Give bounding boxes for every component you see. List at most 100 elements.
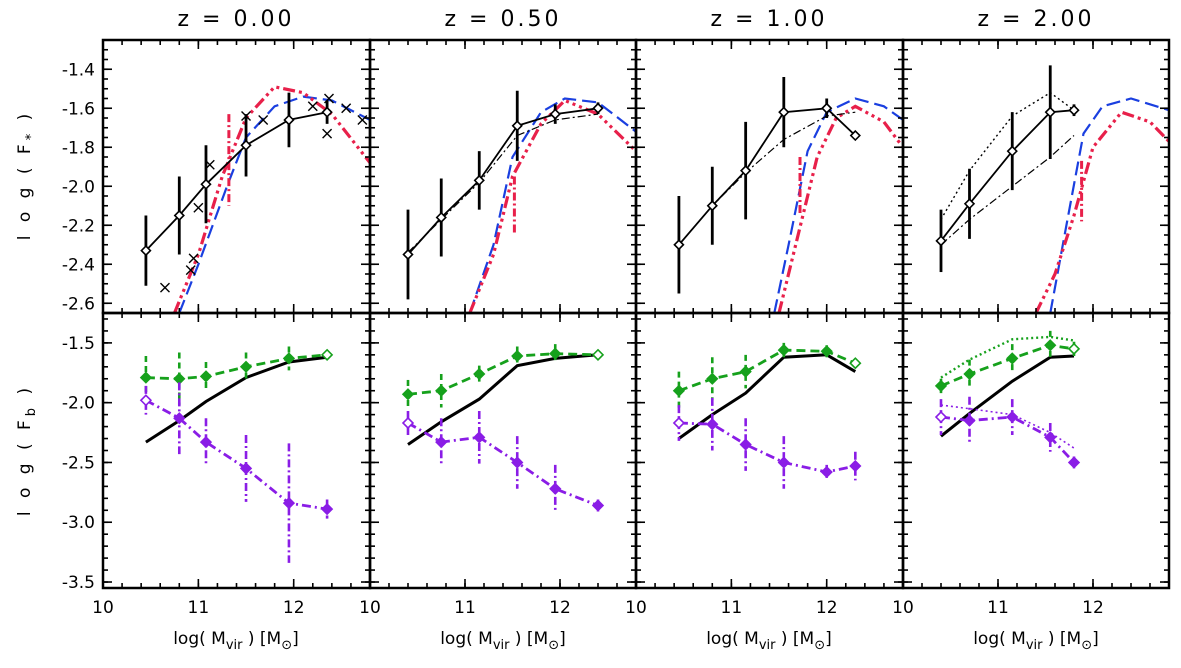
panel-data <box>402 90 636 313</box>
x-tick-label: 11 <box>721 598 743 618</box>
data-point-diamond <box>1006 145 1018 157</box>
green-diamond <box>739 365 752 378</box>
data-point-diamond <box>511 120 523 132</box>
data-point-diamond <box>402 248 414 261</box>
x-axis-label-col4: log( Mvir ) [M⊙] <box>973 629 1099 653</box>
column-title-z050: z = 0.50 <box>445 7 562 32</box>
data-point-diamond <box>592 102 604 114</box>
panel-top-4 <box>901 38 1171 315</box>
data-point-diamond <box>435 211 447 224</box>
observation-cross <box>188 253 199 264</box>
panel-data <box>401 344 605 513</box>
x-label-sub: vir <box>226 638 243 653</box>
black-solid-line <box>407 353 599 446</box>
observation-cross <box>258 114 269 125</box>
purple-diamond <box>849 459 862 473</box>
green-diamond <box>820 345 833 358</box>
x-tick-label: 12 <box>816 598 838 618</box>
x-axis-labels: log( Mvir ) [M⊙] log( Mvir ) [M⊙] log( M… <box>173 629 1099 653</box>
panel-data <box>140 85 370 313</box>
panel-frame <box>901 38 1171 315</box>
observation-cross <box>159 282 170 293</box>
panels: -2.6 -2.4 -2.2 -2.0 -1.8 -1.6 -1.4 -3.5 -3.0 -2.5… <box>62 38 1171 618</box>
green-diamond <box>963 367 976 381</box>
data-point-diamond <box>549 108 561 120</box>
panel-data <box>673 77 903 313</box>
black-dash-dot-line <box>407 113 599 253</box>
data-point-diamond <box>173 209 185 222</box>
panel-data <box>672 342 862 489</box>
green-dashed-line <box>940 343 1075 388</box>
data-point-diamond <box>240 139 252 151</box>
x-label-end: ] <box>292 629 299 649</box>
purple-diamond <box>820 465 833 479</box>
model-blue-dashed-line <box>468 97 636 313</box>
x-tick-label: 12 <box>283 598 305 618</box>
data-point-diamond <box>140 244 152 257</box>
sun-symbol-icon: ⊙ <box>1081 638 1092 653</box>
observation-cross <box>322 128 333 139</box>
purple-diamond <box>282 496 296 510</box>
sun-symbol-icon: ⊙ <box>814 638 825 653</box>
green-diamond <box>849 357 862 370</box>
column-title-z100: z = 1.00 <box>711 7 828 32</box>
purple-diamond <box>139 394 153 407</box>
green-dashed-line <box>145 353 328 381</box>
purple-diamond <box>173 412 186 425</box>
y-tick-label: -2.5 <box>62 453 95 473</box>
x-label-end: ] <box>1092 629 1099 649</box>
green-diamond <box>282 352 296 365</box>
purple-dash-dot-line <box>940 415 1076 464</box>
observation-cross-stroke-b <box>258 114 269 125</box>
observation-cross-stroke-b <box>204 159 215 170</box>
x-label-sub: vir <box>493 638 510 653</box>
panel-frame <box>634 311 905 590</box>
x-tick-label: 10 <box>625 598 647 618</box>
x-label-main: log( M <box>706 629 759 649</box>
y-tick-label: -2.4 <box>62 255 95 275</box>
green-diamond <box>401 388 415 401</box>
green-diamond <box>320 348 334 361</box>
purple-diamond <box>1067 456 1081 469</box>
data-point-diamond <box>321 106 333 118</box>
panel-bottom-1: -3.5 -3.0 -2.5 -2.0 -1.5 10 11 12 <box>62 311 372 618</box>
x-tick-label: 11 <box>454 598 476 618</box>
observation-cross-stroke-b <box>188 253 199 264</box>
model-red-dash-dot-line <box>468 98 636 313</box>
y-tick-label: -3.0 <box>62 513 95 533</box>
data-point-diamond <box>740 165 752 177</box>
data-point-diamond <box>778 106 790 118</box>
panel-frame <box>101 38 372 315</box>
purple-diamond <box>1006 410 1019 424</box>
observation-cross-stroke-b <box>185 265 196 276</box>
x-axis-label-col2: log( Mvir ) [M⊙] <box>440 629 566 653</box>
observation-cross <box>341 103 352 114</box>
x-label-sub: vir <box>1026 638 1043 653</box>
data-point-diamond <box>200 178 212 190</box>
data-point-diamond <box>963 198 976 210</box>
observation-cross <box>307 101 318 112</box>
observation-cross <box>241 111 252 122</box>
green-dashed-line <box>407 352 599 396</box>
x-axis-label-col1: log( Mvir ) [M⊙] <box>173 629 299 653</box>
y-tick-label: -3.5 <box>62 573 95 593</box>
y-axis-label-top-main: l o g ( F <box>15 140 35 240</box>
observation-cross <box>204 159 215 170</box>
panel-frame <box>634 38 905 315</box>
x-label-main: log( M <box>173 629 226 649</box>
green-dashed-line <box>678 348 856 393</box>
panel-top-1: -2.6 -2.4 -2.2 -2.0 -1.8 -1.6 -1.4 <box>62 38 372 315</box>
x-tick-label: 10 <box>359 598 381 618</box>
data-point-diamond <box>473 174 485 187</box>
green-diamond <box>1044 339 1057 352</box>
observation-cross-stroke-b <box>241 111 252 122</box>
purple-dash-dot-line <box>678 421 856 474</box>
purple-diamond <box>320 502 334 516</box>
purple-dash-dot-line <box>407 421 599 507</box>
data-point-diamond <box>849 129 861 142</box>
model-red-dash-dot-line <box>777 104 903 313</box>
green-diamond <box>591 348 605 361</box>
x-tick-label: 11 <box>987 598 1009 618</box>
panel-bottom-3: 10 11 12 <box>625 311 905 618</box>
green-diamond <box>934 379 948 393</box>
